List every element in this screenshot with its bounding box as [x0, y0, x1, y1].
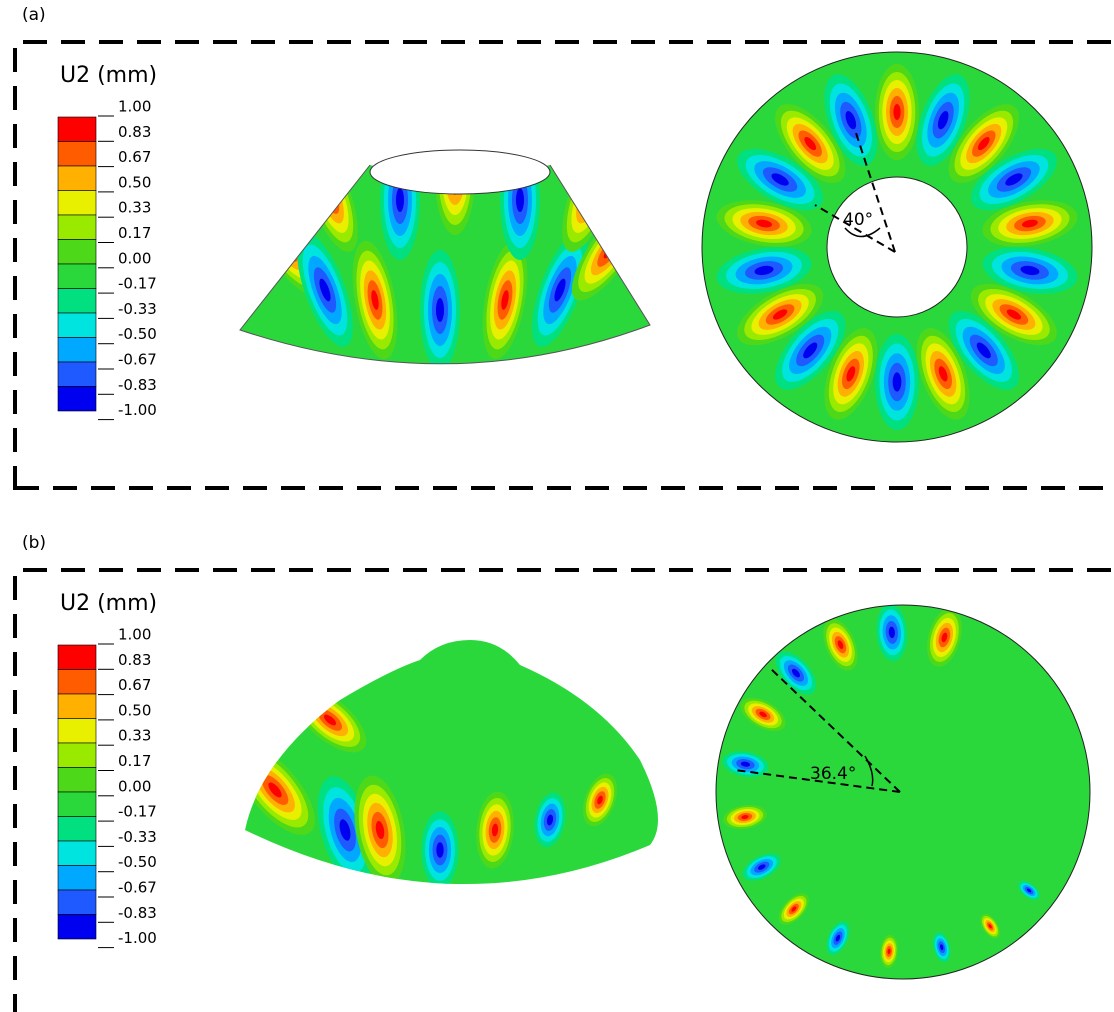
legend-swatch — [58, 866, 96, 891]
legend-swatch — [58, 362, 96, 387]
contour-lobe — [577, 174, 603, 216]
legend-label: 0.83 — [118, 123, 151, 141]
legend-swatch — [58, 841, 96, 866]
legend-label: -1.00 — [118, 929, 157, 947]
top-opening — [370, 150, 550, 194]
legend-label: 0.50 — [118, 701, 151, 719]
legend-swatch — [58, 166, 96, 191]
ring-view — [697, 47, 1097, 447]
legend-label: 1.00 — [118, 98, 151, 116]
legend-label: 1.00 — [118, 626, 151, 644]
legend-label: -0.83 — [118, 904, 157, 922]
legend-label: -0.17 — [118, 275, 157, 293]
legend-title: U2 (mm) — [60, 63, 157, 88]
panel: (b) U2 (mm) 1.00 0.83 0.67 0.50 0.33 0.17 0.00 -0… — [15, 533, 1114, 1012]
contour-lobe — [516, 188, 524, 212]
surface — [713, 602, 1093, 982]
legend-swatch — [58, 387, 96, 412]
legend-label: 0.67 — [118, 148, 151, 166]
contour-lobe — [602, 240, 619, 260]
contour-lobe — [583, 184, 596, 205]
legend-swatch — [58, 215, 96, 240]
legend-swatch — [58, 670, 96, 695]
legend-swatch — [58, 890, 96, 915]
legend-label: 0.00 — [118, 249, 151, 267]
angle-label: 40° — [843, 210, 873, 230]
legend-title: U2 (mm) — [60, 591, 157, 616]
legend-label: 0.33 — [118, 727, 151, 745]
disc-view — [713, 602, 1093, 982]
contour-lobe — [436, 842, 443, 857]
contour-lobe — [396, 188, 404, 212]
legend-swatch — [58, 289, 96, 314]
legend-label: -1.00 — [118, 401, 157, 419]
outline — [827, 177, 967, 317]
legend-swatch — [58, 768, 96, 793]
contour-lobe — [268, 225, 302, 265]
legend-swatch — [58, 191, 96, 216]
legend-swatch — [58, 117, 96, 142]
contour-lobe — [893, 372, 902, 391]
panel-label: (a) — [22, 5, 46, 25]
legend-swatch — [58, 142, 96, 167]
legend-swatch — [58, 264, 96, 289]
legend-swatch — [58, 792, 96, 817]
legend-swatch — [58, 694, 96, 719]
legend-label: 0.00 — [118, 777, 151, 795]
legend-swatch — [58, 719, 96, 744]
legend-label: -0.83 — [118, 376, 157, 394]
legend-label: -0.50 — [118, 853, 157, 871]
legend-label: -0.50 — [118, 325, 157, 343]
legend-label: 0.33 — [118, 199, 151, 217]
panel-label: (b) — [22, 533, 46, 553]
legend-swatch — [58, 817, 96, 842]
legend-label: -0.33 — [118, 300, 157, 318]
cone-view — [221, 620, 690, 920]
contour-lobe — [436, 298, 444, 322]
legend-swatch — [58, 743, 96, 768]
contour-lobe — [893, 104, 900, 120]
legend-label: -0.17 — [118, 803, 157, 821]
legend-label: 0.83 — [118, 651, 151, 669]
legend-swatch — [58, 915, 96, 940]
contour-lobe — [323, 184, 336, 205]
legend-swatch — [58, 240, 96, 265]
legend-label: -0.67 — [118, 351, 157, 369]
legend-label: -0.33 — [118, 828, 157, 846]
angle-label: 36.4° — [810, 764, 856, 784]
legend-label: 0.17 — [118, 224, 151, 242]
legend-label: 0.17 — [118, 752, 151, 770]
legend-swatch — [58, 645, 96, 670]
legend-label: -0.67 — [118, 879, 157, 897]
figure: (a) U2 (mm) 1.00 0.83 0.67 0.50 0.33 0.17 0.00 -0… — [0, 0, 1114, 1012]
contour-lobe — [277, 235, 294, 255]
legend-swatch — [58, 313, 96, 338]
surface — [230, 620, 690, 920]
legend-label: 0.67 — [118, 676, 151, 694]
legend-swatch — [58, 338, 96, 363]
panel: (a) U2 (mm) 1.00 0.83 0.67 0.50 0.33 0.17 0.00 -0… — [15, 5, 1114, 490]
legend-label: 0.50 — [118, 173, 151, 191]
